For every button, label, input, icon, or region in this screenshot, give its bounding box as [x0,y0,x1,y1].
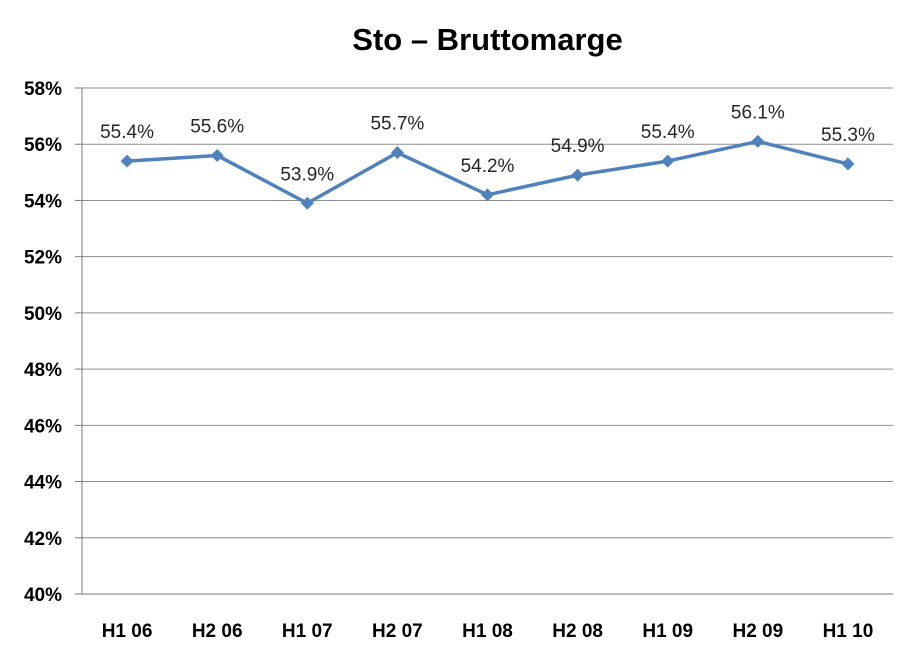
x-tick-label: H1 06 [102,621,153,642]
y-tick-label: 46% [24,416,62,437]
x-tick-label: H2 08 [552,621,603,642]
y-tick-label: 50% [24,304,62,325]
y-tick-label: 56% [24,135,62,156]
data-point-marker [751,134,765,148]
data-point-marker [841,157,855,171]
y-tick-label: 58% [24,79,62,100]
x-tick-label: H1 07 [282,621,333,642]
x-tick-label: H2 06 [192,621,243,642]
y-tick-label: 48% [24,360,62,381]
y-tick-label: 52% [24,248,62,269]
data-label: 53.9% [280,164,334,185]
y-tick-label: 42% [24,529,62,550]
data-point-marker [481,188,494,202]
y-tick-label: 54% [24,191,62,212]
x-tick-label: H2 07 [372,621,423,642]
data-point-marker [390,146,404,160]
x-tick-label: H1 10 [823,621,874,642]
data-label: 55.4% [641,122,695,143]
x-tick-label: H2 09 [732,621,783,642]
x-tick-label: H1 09 [642,621,693,642]
x-tick-label: H1 08 [462,621,513,642]
data-label: 55.7% [370,114,424,135]
data-label: 55.4% [100,122,154,143]
data-label: 55.3% [821,125,875,146]
data-point-marker [210,148,224,162]
chart-title: Sto – Bruttomarge [352,22,623,57]
data-point-marker [120,154,134,168]
data-label: 56.1% [731,102,785,123]
data-label: 54.2% [461,156,515,177]
y-tick-label: 44% [24,473,62,494]
data-point-marker [571,168,585,182]
data-label: 55.6% [190,116,244,137]
data-label: 54.9% [551,136,605,157]
y-tick-label: 40% [24,585,62,606]
data-point-marker [661,154,675,168]
data-point-marker [300,196,314,210]
